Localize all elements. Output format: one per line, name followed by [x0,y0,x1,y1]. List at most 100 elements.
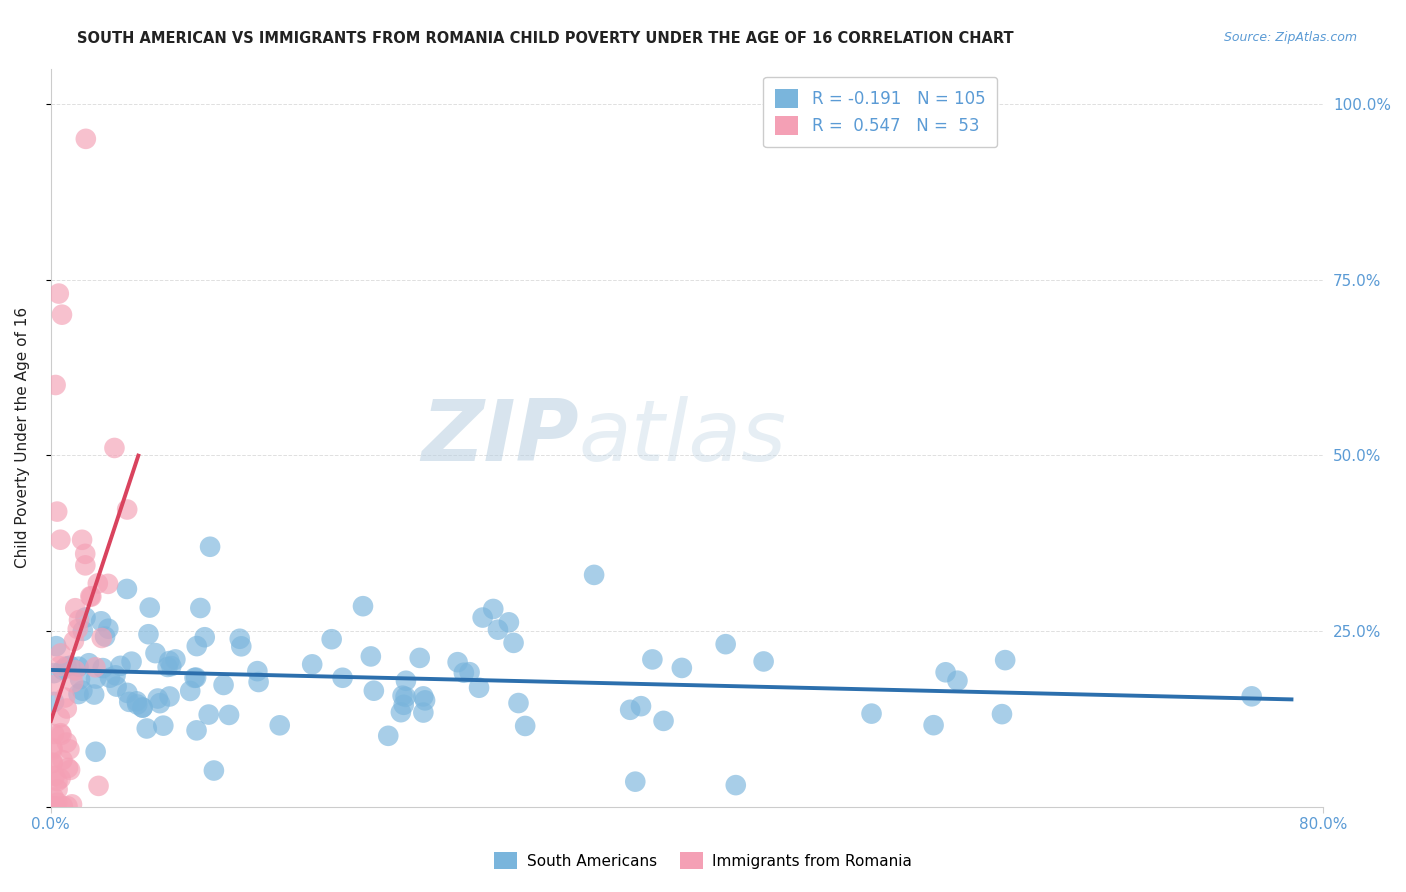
Point [72,624,94,638]
Point [413,693,436,707]
Point [619,703,641,717]
Point [46,796,69,810]
Point [66,622,89,636]
Point [160,659,183,673]
Point [75,558,97,573]
Point [946,673,969,688]
Y-axis label: Child Poverty Under the Age of 16: Child Poverty Under the Age of 16 [15,307,30,568]
Point [624,774,647,789]
Point [468,681,491,695]
Point [135,722,157,736]
Point [115,502,138,516]
Point [152,719,174,733]
Point [53,690,76,705]
Point [395,673,418,688]
Point [377,729,399,743]
Point [269,718,291,732]
Point [363,683,385,698]
Point [165,652,187,666]
Point [51,728,73,742]
Point [139,600,162,615]
Point [502,636,524,650]
Point [41,742,63,756]
Point [98,671,121,685]
Point [922,718,945,732]
Point [44,727,66,741]
Point [48,659,70,673]
Point [90,631,112,645]
Point [157,654,180,668]
Point [59,658,82,673]
Point [42,666,65,681]
Point [55,735,77,749]
Point [508,696,530,710]
Point [110,658,132,673]
Point [332,671,354,685]
Point [117,686,139,700]
Point [41,756,63,771]
Point [63,663,86,677]
Point [145,646,167,660]
Point [56,799,79,814]
Point [49,772,72,786]
Point [46,505,69,519]
Point [127,698,149,712]
Point [860,706,883,721]
Point [991,707,1014,722]
Point [246,664,269,678]
Point [84,672,107,686]
Point [641,652,664,666]
Point [391,689,413,703]
Legend: South Americans, Immigrants from Romania: South Americans, Immigrants from Romania [488,846,918,875]
Point [360,649,382,664]
Point [77,657,100,671]
Point [44,769,66,783]
Point [471,610,494,624]
Point [188,601,211,615]
Point [72,683,94,698]
Point [83,688,105,702]
Point [186,639,208,653]
Point [231,640,253,654]
Point [80,590,103,604]
Point [87,779,110,793]
Point [97,577,120,591]
Point [104,668,127,682]
Text: Source: ZipAtlas.com: Source: ZipAtlas.com [1223,31,1357,45]
Point [218,707,240,722]
Point [51,308,73,322]
Point [184,671,207,685]
Text: SOUTH AMERICAN VS IMMIGRANTS FROM ROMANIA CHILD POVERTY UNDER THE AGE OF 16 CORR: SOUTH AMERICAN VS IMMIGRANTS FROM ROMANI… [77,31,1014,46]
Point [46,774,69,789]
Point [75,547,97,561]
Point [482,602,505,616]
Point [41,740,63,755]
Point [52,799,75,814]
Point [247,675,270,690]
Point [671,661,693,675]
Point [65,601,87,615]
Point [714,637,737,651]
Point [84,660,107,674]
Point [212,678,235,692]
Point [70,533,93,547]
Point [103,441,125,455]
Point [55,701,77,715]
Point [49,710,72,724]
Point [51,663,73,677]
Point [389,705,412,719]
Point [97,622,120,636]
Point [59,763,82,777]
Text: ZIP: ZIP [422,396,579,479]
Point [1240,690,1263,704]
Point [45,799,67,814]
Point [125,694,148,708]
Point [392,698,415,712]
Point [42,790,65,805]
Point [84,745,107,759]
Point [45,378,67,392]
Point [42,695,65,709]
Point [49,726,72,740]
Point [45,639,67,653]
Point [198,540,221,554]
